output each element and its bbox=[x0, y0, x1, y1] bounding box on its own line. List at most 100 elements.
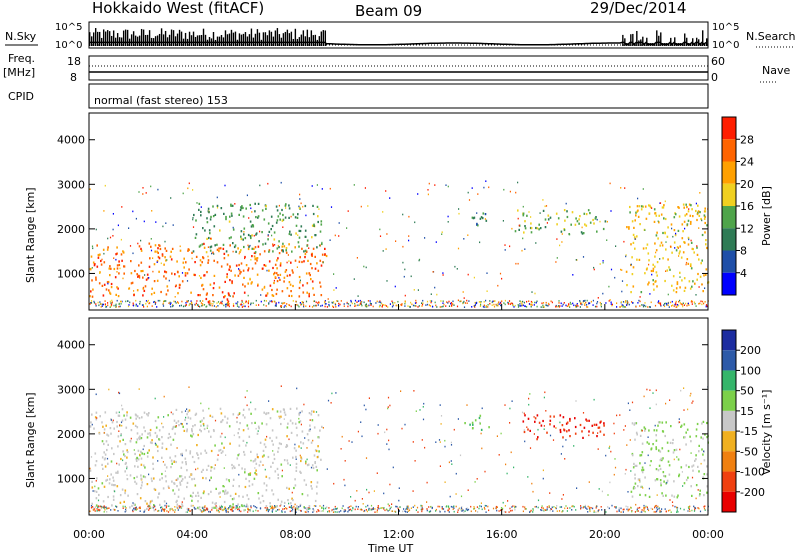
heatmap-cell bbox=[676, 456, 678, 458]
heatmap-cell bbox=[245, 444, 247, 447]
heatmap-cell bbox=[228, 479, 230, 482]
heatmap-cell bbox=[313, 505, 315, 507]
heatmap-cell bbox=[618, 507, 620, 509]
heatmap-cell bbox=[357, 295, 359, 297]
heatmap-cell bbox=[317, 302, 319, 304]
heatmap-cell bbox=[556, 510, 558, 512]
heatmap-cell bbox=[555, 507, 557, 510]
heatmap-cell bbox=[697, 507, 699, 509]
heatmap-cell bbox=[243, 305, 245, 308]
heatmap-cell bbox=[121, 206, 123, 208]
freq-tick-top: 18 bbox=[67, 55, 81, 68]
heatmap-cell bbox=[308, 272, 311, 275]
heatmap-cell bbox=[635, 431, 638, 434]
nsky-bar bbox=[250, 28, 253, 46]
heatmap-cell bbox=[338, 304, 340, 307]
heatmap-cell bbox=[111, 301, 113, 304]
heatmap-cell bbox=[212, 300, 214, 302]
heatmap-cell bbox=[695, 435, 698, 438]
heatmap-cell bbox=[232, 305, 235, 307]
heatmap-cell bbox=[669, 499, 671, 501]
heatmap-cell bbox=[627, 301, 629, 304]
heatmap-cell bbox=[361, 498, 363, 500]
heatmap-cell bbox=[206, 217, 208, 220]
heatmap-cell bbox=[666, 303, 668, 305]
heatmap-cell bbox=[654, 479, 657, 482]
heatmap-cell bbox=[661, 447, 664, 450]
heatmap-cell bbox=[562, 510, 564, 512]
heatmap-cell bbox=[688, 238, 690, 241]
heatmap-cell bbox=[111, 504, 113, 507]
heatmap-cell bbox=[308, 295, 310, 298]
heatmap-cell bbox=[690, 267, 693, 270]
nsky-bar bbox=[112, 30, 115, 46]
heatmap-cell bbox=[230, 508, 232, 511]
heatmap-cell bbox=[632, 266, 635, 269]
nsky-bar bbox=[174, 36, 177, 46]
heatmap-cell bbox=[377, 424, 379, 426]
heatmap-cell bbox=[301, 493, 304, 496]
heatmap-cell bbox=[284, 204, 287, 207]
heatmap-cell bbox=[298, 206, 301, 209]
heatmap-cell bbox=[192, 425, 194, 428]
heatmap-cell bbox=[530, 227, 533, 230]
heatmap-cell bbox=[324, 305, 326, 308]
heatmap-cell bbox=[430, 293, 432, 295]
heatmap-cell bbox=[209, 249, 212, 252]
heatmap-cell bbox=[635, 214, 637, 217]
nsky-bar bbox=[312, 35, 315, 46]
heatmap-cell bbox=[677, 511, 679, 513]
heatmap-cell bbox=[547, 302, 550, 305]
heatmap-cell bbox=[242, 238, 244, 241]
heatmap-cell bbox=[236, 506, 239, 509]
heatmap-cell bbox=[463, 306, 466, 308]
heatmap-cell bbox=[251, 483, 254, 486]
heatmap-cell bbox=[682, 230, 684, 233]
heatmap-cell bbox=[683, 436, 685, 439]
heatmap-cell bbox=[333, 508, 335, 511]
heatmap-cell bbox=[286, 444, 288, 447]
heatmap-cell bbox=[158, 438, 160, 441]
heatmap-cell bbox=[109, 265, 111, 268]
heatmap-cell bbox=[320, 305, 322, 307]
heatmap-cell bbox=[141, 304, 144, 306]
heatmap-cell bbox=[569, 301, 571, 304]
heatmap-cell bbox=[279, 278, 281, 281]
heatmap-cell bbox=[212, 294, 214, 297]
heatmap-cell bbox=[271, 489, 273, 492]
heatmap-cell bbox=[190, 504, 193, 507]
heatmap-cell bbox=[682, 203, 685, 206]
heatmap-cell bbox=[112, 235, 114, 237]
heatmap-cell bbox=[248, 300, 250, 302]
heatmap-cell bbox=[342, 505, 344, 507]
heatmap-cell bbox=[500, 304, 502, 307]
heatmap-cell bbox=[496, 506, 498, 508]
heatmap-cell bbox=[625, 270, 628, 273]
heatmap-cell bbox=[246, 194, 248, 197]
heatmap-cell bbox=[701, 259, 703, 262]
heatmap-cell bbox=[513, 306, 515, 308]
heatmap-cell bbox=[524, 248, 526, 250]
heatmap-cell bbox=[103, 428, 106, 431]
heatmap-cell bbox=[134, 424, 137, 427]
heatmap-cell bbox=[678, 255, 680, 257]
heatmap-cell bbox=[592, 507, 594, 510]
heatmap-cell bbox=[672, 275, 675, 278]
heatmap-cell bbox=[324, 301, 326, 304]
heatmap-cell bbox=[587, 511, 589, 513]
heatmap-cell bbox=[476, 212, 478, 214]
heatmap-cell bbox=[244, 468, 246, 471]
heatmap-cell bbox=[575, 304, 577, 307]
heatmap-cell bbox=[183, 257, 185, 260]
heatmap-cell bbox=[702, 476, 704, 479]
heatmap-cell bbox=[329, 187, 331, 190]
heatmap-cell bbox=[159, 244, 161, 247]
heatmap-cell bbox=[637, 478, 640, 481]
heatmap-cell bbox=[705, 268, 708, 271]
heatmap-cell bbox=[629, 205, 631, 209]
heatmap-cell bbox=[124, 462, 127, 465]
heatmap-cell bbox=[658, 449, 660, 452]
heatmap-cell bbox=[598, 426, 601, 429]
heatmap-cell bbox=[261, 422, 263, 425]
heatmap-cell bbox=[637, 510, 639, 512]
